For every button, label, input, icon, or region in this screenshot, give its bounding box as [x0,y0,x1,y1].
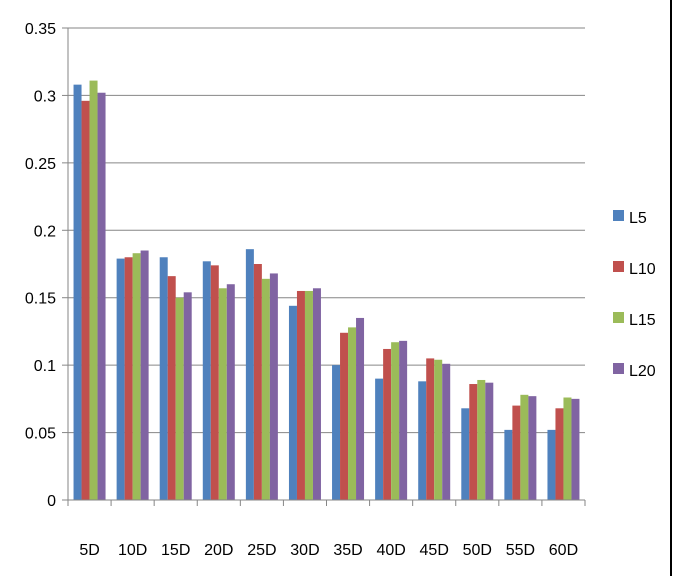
bar-l5-30d [288,305,297,500]
x-tick-label: 5D [79,542,99,559]
bar-l10-45d [426,358,435,500]
bar-l20-35d [356,317,365,500]
y-tick-label: 0.3 [34,88,56,105]
legend-swatch-l10 [613,261,624,272]
bar-l20-25d [269,273,278,500]
y-tick-labels: 0 0.05 0.1 0.15 0.2 0.25 0.3 0.35 [25,21,56,510]
bar-l20-5d [97,92,106,500]
x-tick-label: 45D [420,542,449,559]
bar-l15-40d [391,342,400,500]
bar-l15-35d [348,327,357,500]
legend: L5 L10 L15 L20 [613,210,656,380]
bar-l10-10d [124,257,133,500]
bar-l15-50d [477,379,486,500]
y-tick-label: 0.35 [25,21,56,38]
bar-l5-25d [245,249,254,500]
legend-label-l15: L15 [629,312,656,329]
bar-l5-10d [116,258,125,500]
bar-l20-60d [571,398,580,500]
bar-l5-35d [332,365,341,500]
bar-l5-50d [461,408,470,500]
bar-l15-60d [563,397,572,500]
bar-l5-5d [73,84,82,500]
bar-l10-5d [81,100,90,500]
y-tick-label: 0.15 [25,291,56,308]
legend-label-l5: L5 [629,210,647,227]
bar-l15-30d [304,290,313,500]
x-tick-label: 55D [506,542,535,559]
y-tick-label: 0.05 [25,426,56,443]
x-tick-labels: 5D 10D 15D 20D 25D 30D 35D 40D 45D 50D 55D 60D [79,542,578,559]
bar-l5-40d [375,378,384,500]
bar-l15-5d [89,80,98,500]
bar-l20-40d [399,340,408,500]
bar-l10-30d [296,290,305,500]
bar-l15-15d [175,297,184,500]
bar-l20-50d [485,382,494,500]
bar-l5-55d [504,429,513,500]
x-tick-label: 20D [204,542,233,559]
bar-l15-10d [132,253,141,500]
bar-l10-25d [253,264,262,500]
y-tick-label: 0.1 [34,358,56,375]
bar-l15-20d [218,288,227,500]
bar-l20-30d [312,288,321,500]
bar-l5-15d [159,257,168,500]
bar-l20-15d [183,292,192,500]
bar-l5-60d [547,429,556,500]
bars [73,80,580,500]
x-tick-label: 30D [290,542,319,559]
bar-l20-55d [528,396,537,500]
bar-l15-55d [520,394,529,500]
x-tick-label: 40D [376,542,405,559]
bar-l15-25d [261,278,270,500]
x-tick-label: 60D [549,542,578,559]
bar-l10-60d [555,408,564,500]
x-tick-label: 50D [463,542,492,559]
y-tick-label: 0.2 [34,223,56,240]
bar-l10-55d [512,405,521,500]
right-border [670,0,672,576]
legend-label-l10: L10 [629,261,656,278]
bar-l10-40d [383,348,392,500]
legend-swatch-l15 [613,312,624,323]
bar-l10-35d [340,332,349,500]
bar-l20-45d [442,363,451,500]
x-tick-label: 35D [333,542,362,559]
legend-swatch-l20 [613,363,624,374]
bar-l10-15d [167,276,176,500]
bar-l5-20d [202,261,211,500]
bar-l5-45d [418,381,427,500]
gridlines [68,27,585,434]
axes [62,27,586,506]
bar-l10-50d [469,384,478,500]
x-tick-label: 10D [118,542,147,559]
legend-swatch-l5 [613,210,624,221]
x-tick-label: 15D [161,542,190,559]
bar-l20-20d [226,284,235,500]
y-tick-label: 0 [47,493,56,510]
legend-label-l20: L20 [629,363,656,380]
y-tick-label: 0.25 [25,156,56,173]
bar-l20-10d [140,250,149,500]
bar-l15-45d [434,359,443,500]
x-tick-label: 25D [247,542,276,559]
bar-l10-20d [210,265,219,500]
